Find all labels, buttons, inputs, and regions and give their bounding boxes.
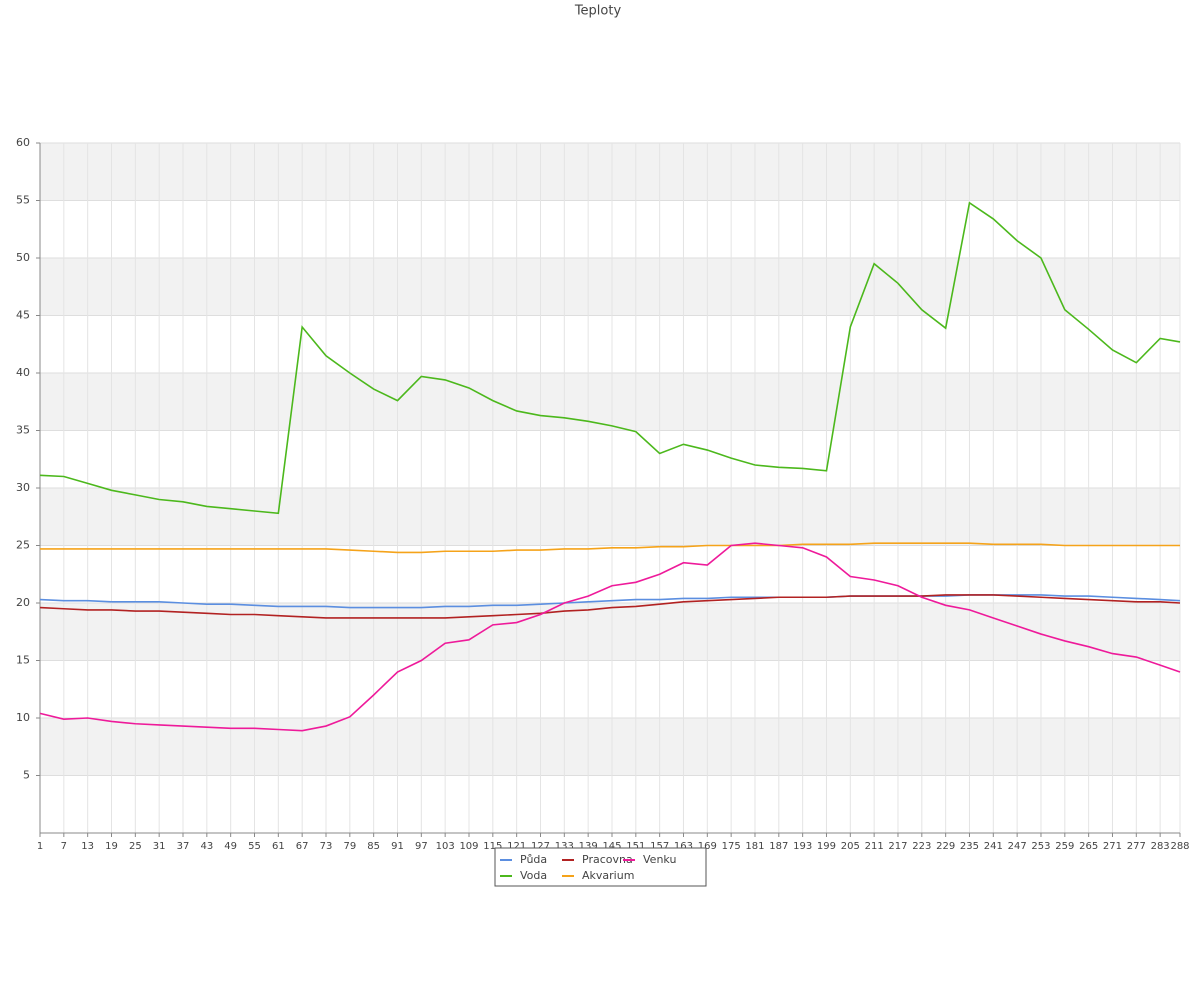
x-tick-label: 91 bbox=[391, 841, 404, 852]
x-tick-label: 217 bbox=[888, 841, 907, 852]
x-tick-label: 115 bbox=[483, 841, 502, 852]
grid-band bbox=[40, 373, 1180, 431]
x-tick-label: 229 bbox=[936, 841, 955, 852]
x-tick-label: 145 bbox=[602, 841, 621, 852]
series-line bbox=[40, 542, 1180, 554]
x-tick-label: 109 bbox=[459, 841, 478, 852]
y-tick-label: 55 bbox=[16, 194, 30, 207]
x-tick-label: 259 bbox=[1055, 841, 1074, 852]
x-tick-label: 73 bbox=[320, 841, 333, 852]
x-tick-label: 79 bbox=[343, 841, 356, 852]
x-tick-label: 49 bbox=[224, 841, 237, 852]
grid-band bbox=[40, 258, 1180, 316]
x-tick-label: 163 bbox=[674, 841, 693, 852]
x-tick-label: 199 bbox=[817, 841, 836, 852]
series-line bbox=[39, 542, 1181, 732]
legend-label: Venku bbox=[643, 853, 676, 866]
x-tick-label: 205 bbox=[841, 841, 860, 852]
y-tick-label: 45 bbox=[16, 309, 30, 322]
legend-box bbox=[494, 847, 707, 887]
x-tick-label: 235 bbox=[960, 841, 979, 852]
x-tick-label: 157 bbox=[650, 841, 669, 852]
x-tick-label: 241 bbox=[984, 841, 1003, 852]
legend-label: Voda bbox=[520, 869, 547, 882]
x-tick-label: 25 bbox=[129, 841, 142, 852]
x-tick-label: 288 bbox=[1170, 841, 1189, 852]
y-tick-label: 5 bbox=[23, 769, 30, 782]
y-tick-label: 20 bbox=[16, 596, 30, 609]
x-tick-label: 139 bbox=[579, 841, 598, 852]
y-tick-label: 10 bbox=[16, 711, 30, 724]
x-tick-label: 67 bbox=[296, 841, 309, 852]
x-tick-label: 31 bbox=[153, 841, 166, 852]
legend-item: Pracovna bbox=[562, 853, 633, 866]
x-tick-label: 271 bbox=[1103, 841, 1122, 852]
x-tick-label: 253 bbox=[1031, 841, 1050, 852]
x-tick-label: 7 bbox=[61, 841, 67, 852]
grid-band bbox=[40, 488, 1180, 546]
x-tick-label: 181 bbox=[745, 841, 764, 852]
legend-item: Akvarium bbox=[562, 869, 634, 882]
legend-item: Půda bbox=[500, 853, 547, 866]
x-tick-label: 247 bbox=[1008, 841, 1027, 852]
y-tick-label: 40 bbox=[16, 366, 30, 379]
y-tick-label: 30 bbox=[16, 481, 30, 494]
legend-item: Voda bbox=[500, 869, 547, 882]
x-tick-label: 97 bbox=[415, 841, 428, 852]
x-tick-label: 1 bbox=[37, 841, 43, 852]
legend-label: Akvarium bbox=[582, 869, 634, 882]
x-tick-label: 283 bbox=[1151, 841, 1170, 852]
x-tick-label: 169 bbox=[698, 841, 717, 852]
x-tick-label: 43 bbox=[200, 841, 213, 852]
x-tick-label: 175 bbox=[722, 841, 741, 852]
y-tick-label: 35 bbox=[16, 424, 30, 437]
y-tick-label: 15 bbox=[16, 654, 30, 667]
x-tick-label: 61 bbox=[272, 841, 285, 852]
legend-item: Venku bbox=[623, 853, 676, 866]
x-tick-label: 127 bbox=[531, 841, 550, 852]
x-tick-label: 85 bbox=[367, 841, 380, 852]
y-tick-label: 50 bbox=[16, 251, 30, 264]
legend-label: Půda bbox=[520, 853, 547, 866]
chart-title: Teploty bbox=[574, 4, 622, 19]
x-tick-label: 151 bbox=[626, 841, 645, 852]
y-tick-label: 60 bbox=[16, 136, 30, 149]
x-tick-label: 277 bbox=[1127, 841, 1146, 852]
x-tick-label: 193 bbox=[793, 841, 812, 852]
legend-label: Pracovna bbox=[582, 853, 633, 866]
x-tick-label: 121 bbox=[507, 841, 526, 852]
grid-band bbox=[40, 603, 1180, 661]
grid-band bbox=[40, 143, 1180, 201]
x-tick-label: 223 bbox=[912, 841, 931, 852]
series-line bbox=[39, 201, 1181, 515]
x-tick-label: 187 bbox=[769, 841, 788, 852]
x-tick-label: 19 bbox=[105, 841, 118, 852]
x-tick-label: 13 bbox=[81, 841, 94, 852]
x-tick-label: 133 bbox=[555, 841, 574, 852]
x-tick-label: 37 bbox=[177, 841, 190, 852]
series-line bbox=[39, 594, 1181, 619]
x-tick-label: 103 bbox=[436, 841, 455, 852]
x-tick-label: 265 bbox=[1079, 841, 1098, 852]
x-tick-label: 211 bbox=[865, 841, 884, 852]
y-tick-label: 25 bbox=[16, 539, 30, 552]
x-tick-label: 55 bbox=[248, 841, 261, 852]
